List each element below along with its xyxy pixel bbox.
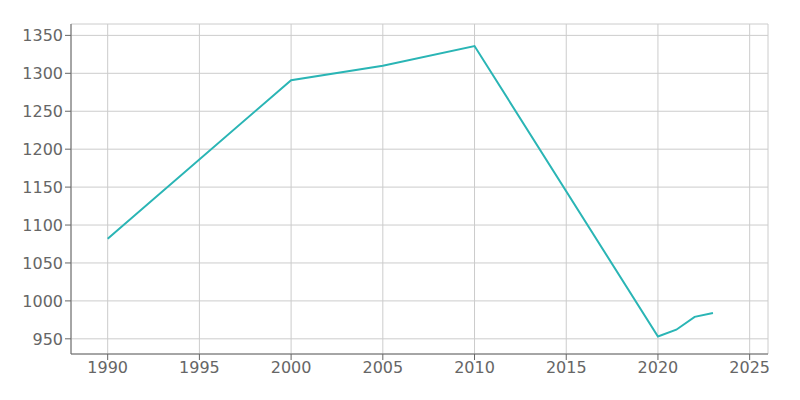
svg-text:1300: 1300 xyxy=(22,64,63,83)
svg-text:2020: 2020 xyxy=(638,358,679,377)
svg-text:1100: 1100 xyxy=(22,216,63,235)
svg-text:1990: 1990 xyxy=(87,358,128,377)
svg-text:1995: 1995 xyxy=(179,358,220,377)
svg-text:950: 950 xyxy=(32,330,63,349)
svg-text:1150: 1150 xyxy=(22,178,63,197)
svg-text:1200: 1200 xyxy=(22,140,63,159)
svg-text:2005: 2005 xyxy=(362,358,403,377)
svg-text:2010: 2010 xyxy=(454,358,495,377)
svg-text:1000: 1000 xyxy=(22,292,63,311)
svg-text:1350: 1350 xyxy=(22,26,63,45)
svg-text:2025: 2025 xyxy=(729,358,770,377)
svg-text:2000: 2000 xyxy=(271,358,312,377)
svg-text:1050: 1050 xyxy=(22,254,63,273)
svg-text:1250: 1250 xyxy=(22,102,63,121)
svg-text:2015: 2015 xyxy=(546,358,587,377)
